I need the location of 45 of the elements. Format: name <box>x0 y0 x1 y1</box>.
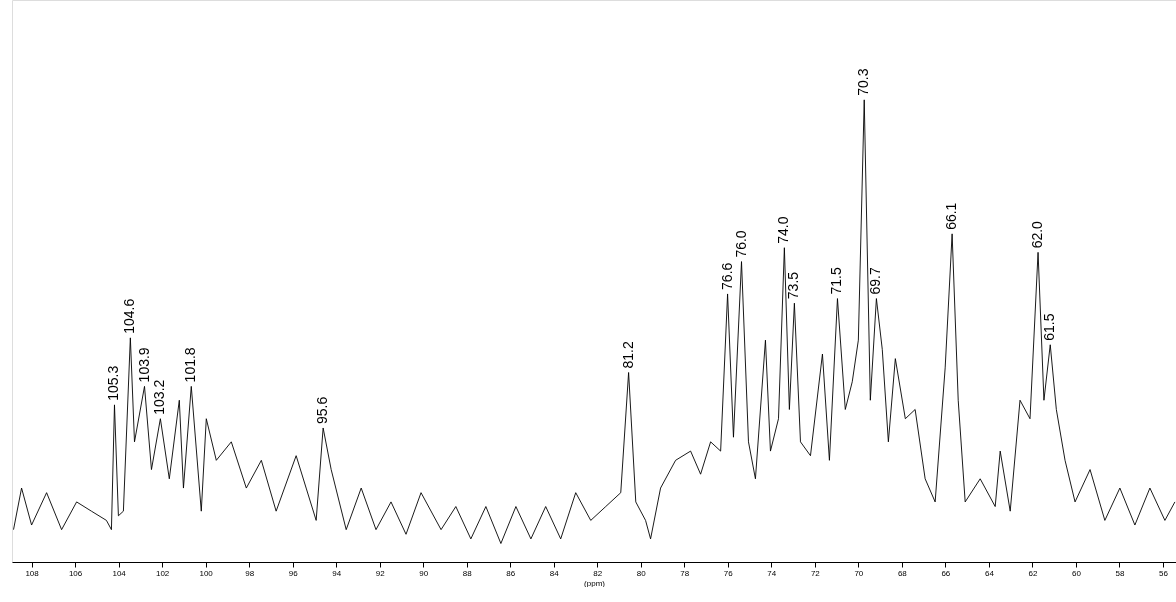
x-tick-label: 60 <box>1071 568 1082 578</box>
x-tick-label: 108 <box>25 568 40 578</box>
annotation: 105.3 <box>105 365 122 401</box>
x-tick-label: 72 <box>810 568 821 578</box>
x-tick-label: 58 <box>1115 568 1125 578</box>
x-tick-label: 100 <box>199 568 214 578</box>
x-tick-label: 86 <box>506 568 516 578</box>
annotation: 70.3 <box>855 68 872 96</box>
annotation: 103.9 <box>135 347 152 383</box>
x-tick-label: 104 <box>112 568 127 578</box>
x-tick-label: 94 <box>332 568 342 578</box>
annotation: 62.0 <box>1029 220 1046 249</box>
x-tick-label: 82 <box>593 568 603 578</box>
annotation: 61.5 <box>1041 313 1058 341</box>
annotation: 69.7 <box>867 267 884 295</box>
x-tick-label: 64 <box>984 568 995 578</box>
x-tick-label: 84 <box>549 568 560 578</box>
x-tick-label: 92 <box>375 568 386 578</box>
x-tick-label: 98 <box>245 568 255 578</box>
x-tick-label: 80 <box>636 568 647 578</box>
annotation: 74.0 <box>775 216 792 244</box>
x-tick-label: 102 <box>155 568 170 578</box>
x-tick-label: 66 <box>941 568 951 578</box>
x-tick-label: 88 <box>462 568 473 578</box>
annotation: 76.6 <box>718 262 735 290</box>
x-tick-label: 90 <box>419 568 429 578</box>
annotation: 95.6 <box>314 396 331 424</box>
annotation: 73.5 <box>785 271 802 300</box>
annotation: 101.8 <box>182 347 199 383</box>
x-tick-label: 74 <box>767 568 777 578</box>
x-tick-label: 70 <box>854 568 864 578</box>
x-tick-label: 68 <box>897 568 908 578</box>
x-tick-label: 106 <box>68 568 83 578</box>
annotation: 104.6 <box>121 298 138 334</box>
x-tick-label: 76 <box>723 568 734 578</box>
annotation: 103.2 <box>151 379 168 415</box>
x-axis-title: (ppm) <box>584 578 606 588</box>
annotation: 76.0 <box>732 230 749 258</box>
annotation: 81.2 <box>619 341 636 369</box>
x-tick-label: 78 <box>680 568 690 578</box>
annotation: 71.5 <box>828 267 845 295</box>
x-tick-label: 96 <box>288 568 299 578</box>
annotation: 66.1 <box>943 202 960 230</box>
x-tick-label: 56 <box>1158 568 1169 578</box>
x-tick-label: 62 <box>1028 568 1038 578</box>
